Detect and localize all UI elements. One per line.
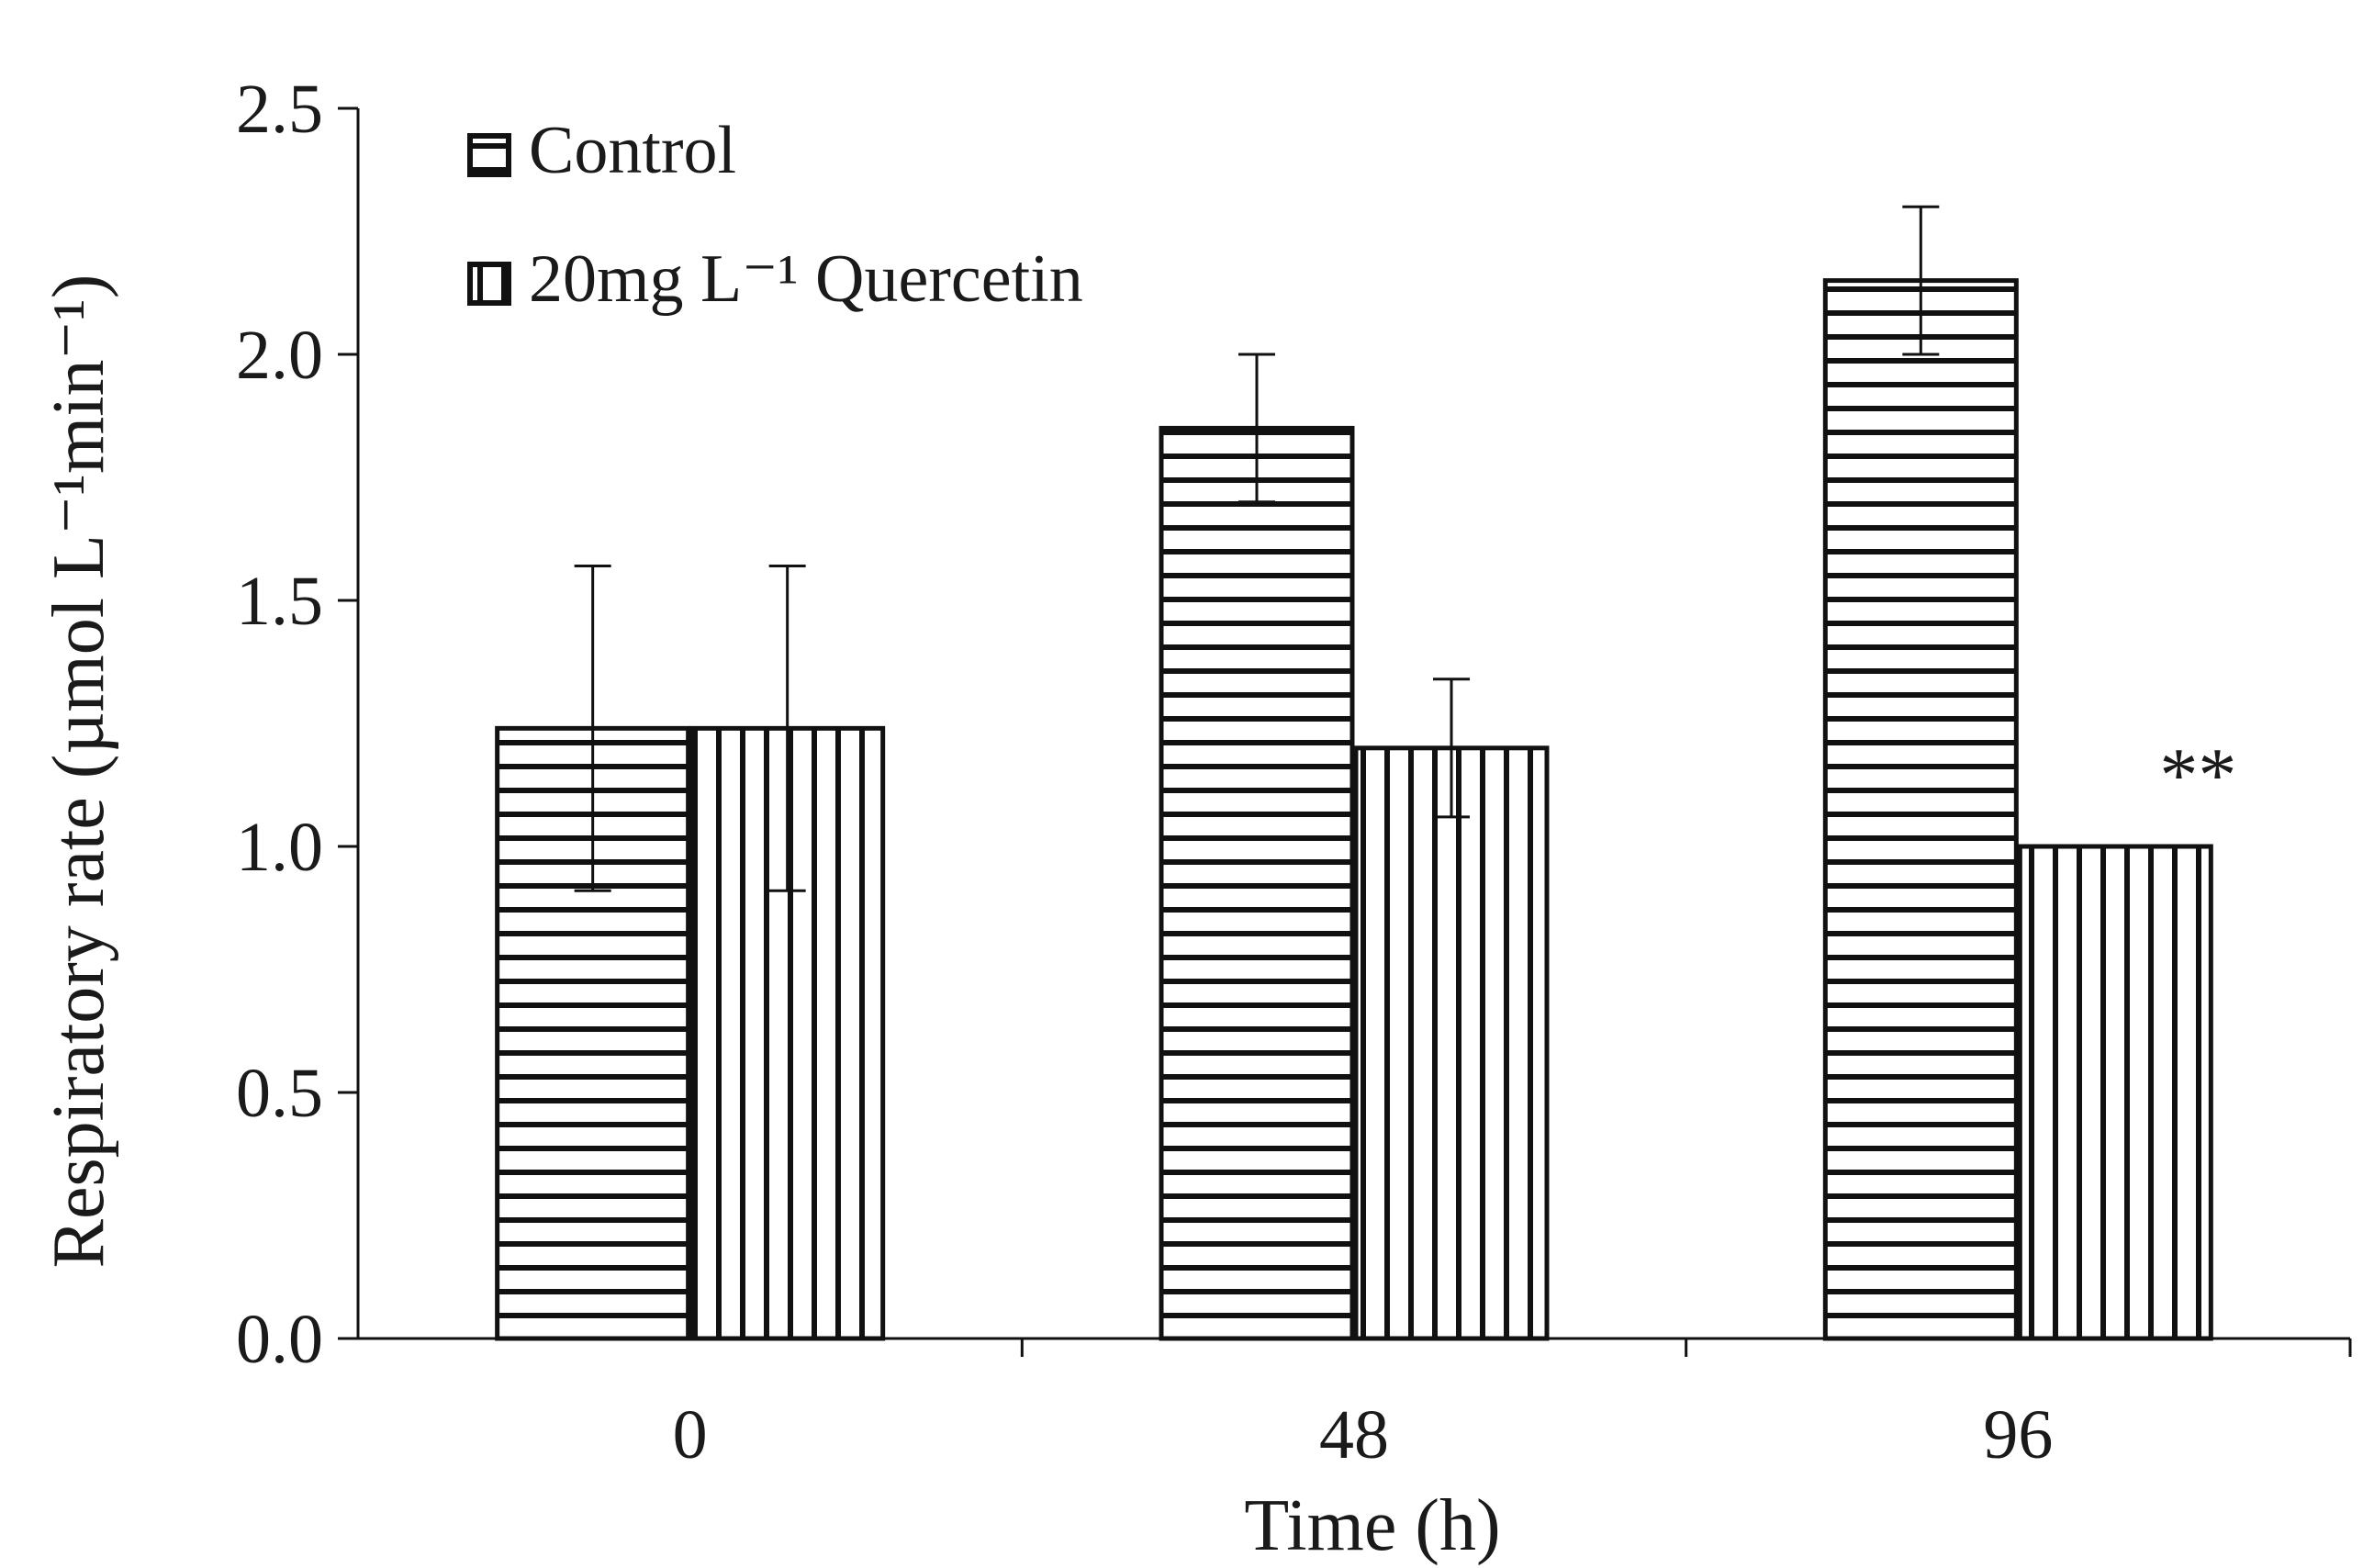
x-tick-label-0: 0 [673,1396,708,1473]
x-tick-label-96: 96 [1983,1396,2053,1473]
error-bar [1433,678,1470,819]
bar-quercetin-96 [2017,844,2213,1341]
error-bar [1902,205,1940,356]
error-bars-layer [574,205,1940,892]
bar-control-96 [1822,278,2019,1341]
significance-marker: ** [2159,733,2236,818]
x-tick-label-48: 48 [1319,1396,1389,1473]
legend-swatch [467,262,511,306]
error-bar [768,564,806,892]
legend-item-quercetin: 20mg L⁻¹ Quercetin [467,241,1083,317]
legend-label: 20mg L⁻¹ Quercetin [529,241,1083,317]
legend-item-control: Control [467,113,736,188]
y-axis-title: Respiratory rate (µmol L⁻¹min⁻¹) [39,274,119,1269]
y-tick-label: 1.5 [236,563,323,640]
x-axis-title: Time (h) [1244,1485,1500,1566]
bar-control-48 [1159,425,1355,1341]
legend: Control 20mg L⁻¹ Quercetin [467,113,1083,317]
y-tick-label: 2.5 [236,71,323,148]
y-tick-label: 0.5 [236,1055,323,1132]
y-tick-label: 0.0 [236,1301,323,1378]
legend-label: Control [529,113,736,188]
labels-layer: 0.0 0.5 1.0 1.5 2.0 2.5 0 48 96 ** Time (h) Respira… [39,71,2236,1566]
legend-swatch [467,133,511,177]
bar-quercetin-48 [1353,745,1550,1341]
error-bar [574,564,611,892]
bars-layer [495,278,2213,1341]
y-tick-label: 2.0 [236,317,323,394]
error-bar [1238,353,1275,504]
axes-layer [338,106,2352,1357]
y-tick-label: 1.0 [236,809,323,886]
